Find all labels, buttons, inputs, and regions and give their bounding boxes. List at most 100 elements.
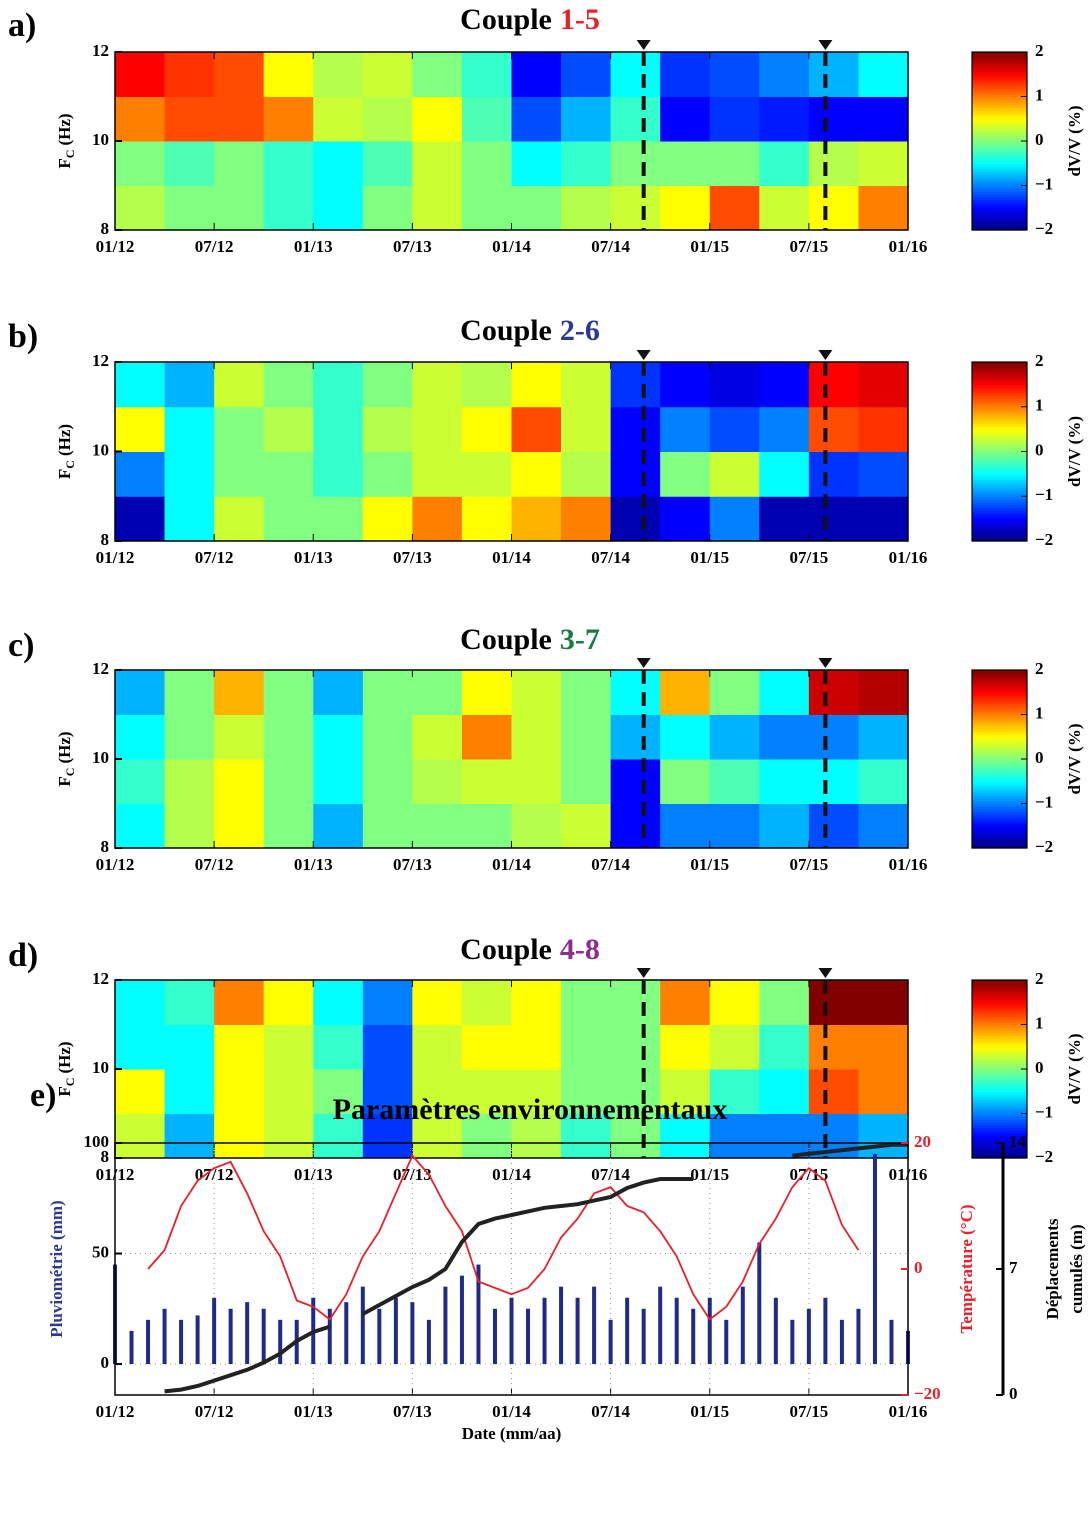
heatmap-cell	[858, 496, 909, 542]
colorbar-step	[972, 996, 1027, 1001]
colorbar-step	[972, 803, 1027, 807]
colorbar-step	[972, 1102, 1027, 1106]
colorbar-tick-label: −1	[1035, 1102, 1053, 1121]
event-marker	[818, 968, 833, 978]
colorbar-step	[972, 213, 1027, 217]
heatmap-cell	[858, 1024, 909, 1070]
colorbar-tick-label: 0	[1035, 1058, 1044, 1077]
colorbar-tick-label: −1	[1035, 174, 1053, 193]
colorbar-step	[972, 1113, 1027, 1117]
colorbar-step	[972, 529, 1027, 534]
heatmap-cell	[412, 980, 463, 1025]
heatmap-cell	[263, 759, 314, 804]
colorbar-step	[972, 675, 1027, 679]
heatmap-cell	[808, 362, 859, 408]
colorbar-label: dV/V (%)	[1065, 106, 1084, 177]
colorbar-step	[972, 395, 1027, 399]
colorbar-step	[972, 1099, 1027, 1103]
colorbar-step	[972, 482, 1027, 486]
colorbar-step	[972, 216, 1027, 220]
colorbar-step	[972, 420, 1027, 425]
colorbar-tick-label: −1	[1035, 485, 1053, 504]
heatmap-cell	[313, 141, 364, 186]
heatmap-cell	[561, 406, 612, 452]
heatmap-cell	[759, 185, 810, 231]
colorbar-step	[972, 445, 1027, 450]
colorbar-step	[972, 697, 1027, 702]
x-tick-label: 01/13	[294, 237, 333, 256]
heatmap-cell	[164, 714, 215, 760]
colorbar-step	[972, 227, 1027, 231]
heatmap-cell	[808, 980, 859, 1025]
colorbar-step	[972, 168, 1027, 173]
rain-bar	[526, 1308, 531, 1365]
y-axis-label: FC (Hz)	[55, 1041, 77, 1096]
colorbar-tick-label: 2	[1035, 969, 1044, 988]
heatmap-cell	[263, 714, 314, 760]
heatmap-cell	[412, 406, 463, 452]
heatmap-cell	[610, 185, 661, 231]
colorbar-step	[972, 1041, 1027, 1045]
colorbar-step	[972, 429, 1027, 433]
rain-bar	[724, 1319, 729, 1365]
colorbar-step	[972, 177, 1027, 181]
heatmap-cell	[164, 670, 215, 715]
heatmap-cell	[214, 96, 265, 142]
panel-letter: e)	[30, 1077, 56, 1114]
rain-bar	[278, 1319, 283, 1365]
colorbar-step	[972, 1080, 1027, 1084]
x-tick-label: 01/12	[96, 855, 135, 874]
heatmap-cell	[412, 1069, 463, 1114]
heatmap-cell	[858, 362, 909, 408]
colorbar-step	[972, 406, 1027, 411]
heatmap-cell	[511, 496, 562, 542]
colorbar-step	[972, 1135, 1027, 1140]
colorbar-step	[972, 412, 1027, 416]
x-tick-label: 07/12	[195, 548, 234, 567]
heatmap-cell	[362, 141, 413, 186]
colorbar-tick-label: −2	[1035, 837, 1053, 856]
x-tick-label: 01/15	[690, 237, 729, 256]
heatmap-cell	[362, 362, 413, 408]
colorbar-step	[972, 1043, 1027, 1048]
colorbar-step	[972, 65, 1027, 70]
heatmap-cell	[858, 670, 909, 715]
colorbar-step	[972, 471, 1027, 475]
heatmap-cell	[164, 980, 215, 1025]
heatmap-cell	[115, 1113, 166, 1159]
colorbar-step	[972, 999, 1027, 1003]
colorbar-step	[972, 1010, 1027, 1014]
x-tick-label: 07/15	[790, 548, 829, 567]
heatmap-cell	[561, 96, 612, 142]
heatmap-cell	[660, 406, 711, 452]
colorbar-step	[972, 403, 1027, 408]
colorbar-step	[972, 389, 1027, 394]
colorbar-step	[972, 993, 1027, 998]
heatmap-cell	[412, 670, 463, 715]
event-marker	[818, 658, 833, 668]
heatmap-cell	[412, 496, 463, 542]
rain-bar	[889, 1319, 894, 1365]
heatmap-cell	[263, 496, 314, 542]
heatmap-cell	[362, 803, 413, 849]
colorbar-step	[972, 759, 1027, 763]
y-tick-label: 12	[92, 41, 109, 60]
heatmap-cell	[412, 451, 463, 497]
heatmap-cell	[263, 1024, 314, 1070]
colorbar-step	[972, 378, 1027, 383]
colorbar-step	[972, 725, 1027, 730]
heatmap-cell	[561, 496, 612, 542]
colorbar-step	[972, 795, 1027, 799]
colorbar-step	[972, 1149, 1027, 1154]
colorbar-step	[972, 761, 1027, 766]
rain-bar	[261, 1308, 266, 1365]
colorbar-step	[972, 63, 1027, 67]
y-tick-label: 12	[92, 659, 109, 678]
colorbar-step	[972, 817, 1027, 821]
colorbar-step	[972, 1002, 1027, 1006]
y-label-main: F	[55, 469, 74, 479]
colorbar-step	[972, 1152, 1027, 1156]
colorbar-step	[972, 110, 1027, 114]
heatmap-cell	[214, 803, 265, 849]
rain-bar	[856, 1308, 861, 1365]
